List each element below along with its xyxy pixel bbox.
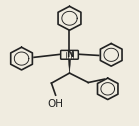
Text: OH: OH (48, 99, 64, 109)
Polygon shape (68, 58, 71, 73)
FancyBboxPatch shape (61, 50, 78, 59)
Text: N: N (66, 50, 74, 59)
